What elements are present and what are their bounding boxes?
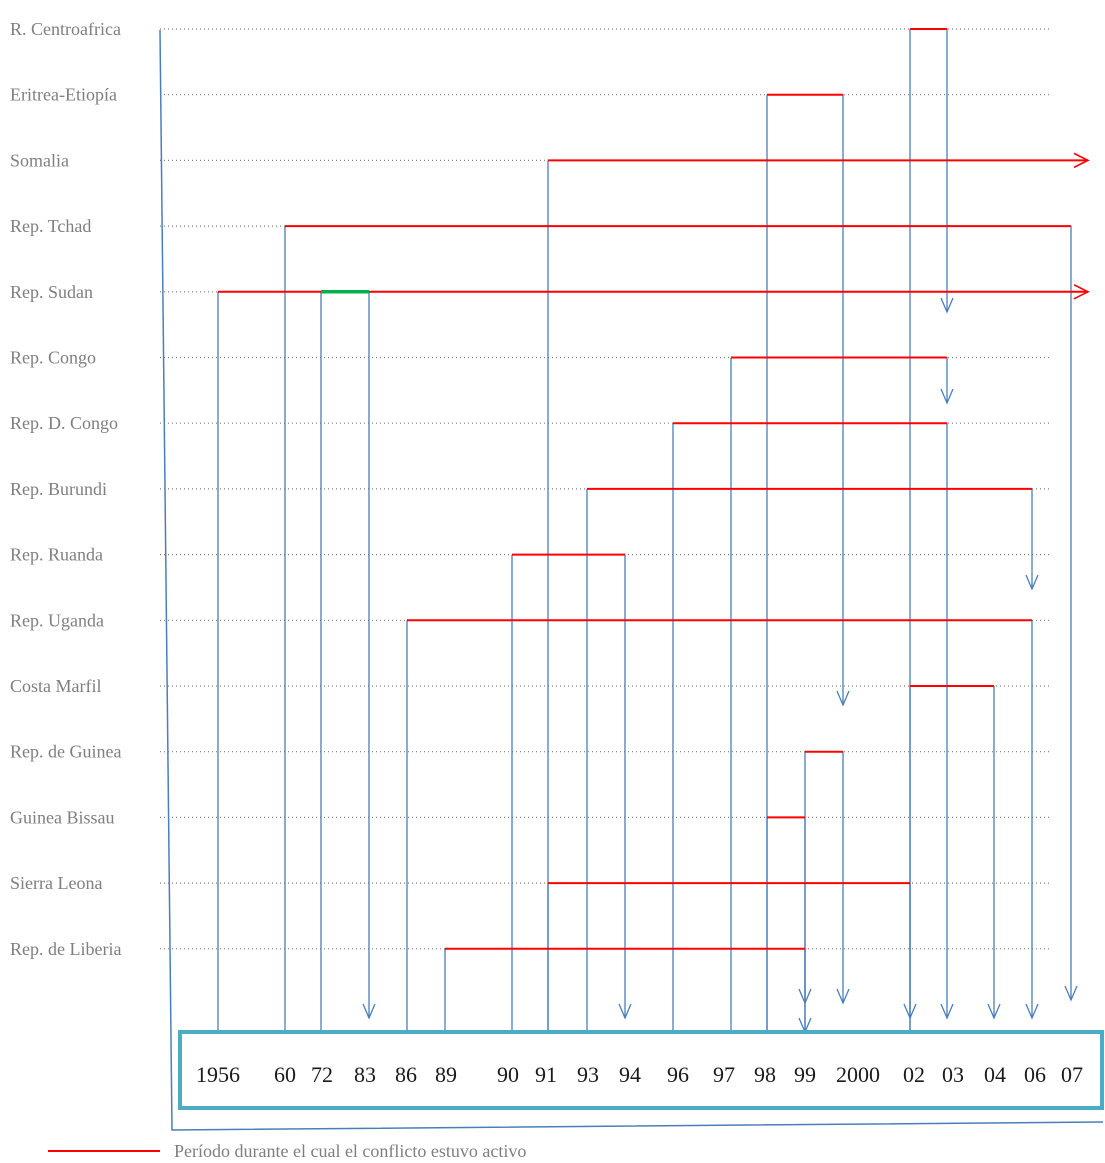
year-axis-labels: 1956 60 72 83 86 89 90 91 93 94 96 97 98 99 2000 02 03 04… (196, 1062, 1083, 1087)
country-label: Rep. Uganda (10, 610, 104, 630)
legend-text: Período durante el cual el conflicto est… (174, 1141, 526, 1161)
year-label: 90 (497, 1062, 519, 1087)
year-label: 97 (713, 1062, 735, 1087)
arrowhead-down (940, 1003, 954, 1020)
year-label: 04 (984, 1062, 1006, 1087)
arrowhead-down (836, 690, 850, 707)
country-label: Rep. Tchad (10, 216, 91, 236)
ongoing-arrowhead (1073, 152, 1090, 169)
year-label: 94 (619, 1062, 641, 1087)
country-label: Rep. Sudan (10, 282, 93, 302)
country-label: Rep. Congo (10, 348, 96, 368)
country-label: Rep. Ruanda (10, 545, 103, 565)
arrowhead-down (940, 297, 954, 314)
year-label: 89 (435, 1062, 457, 1087)
country-label: Eritrea-Etiopía (10, 85, 117, 105)
arrowhead-down (987, 1003, 1001, 1020)
year-label: 03 (942, 1062, 964, 1087)
year-label: 96 (667, 1062, 689, 1087)
year-label: 60 (274, 1062, 296, 1087)
arrowhead-down (1025, 1003, 1039, 1020)
year-label: 99 (794, 1062, 816, 1087)
arrowhead-down (362, 1003, 376, 1020)
year-label: 06 (1024, 1062, 1046, 1087)
year-label: 72 (311, 1062, 333, 1087)
year-label: 91 (535, 1062, 557, 1087)
country-labels: R. Centroafrica Eritrea-Etiopía Somalia Rep… (10, 19, 121, 959)
conflict-periods (218, 28, 1090, 950)
country-label: Costa Marfil (10, 676, 102, 696)
arrowhead-down (940, 388, 954, 405)
year-label: 83 (354, 1062, 376, 1087)
axis-bracket-line (159, 29, 1104, 1131)
country-label: Somalia (10, 150, 69, 170)
year-label: 98 (754, 1062, 776, 1087)
ongoing-arrowhead (1073, 284, 1090, 300)
arrowhead-down (1025, 574, 1039, 591)
year-label: 1956 (196, 1062, 240, 1087)
country-label: Rep. de Liberia (10, 939, 121, 959)
year-label: 86 (395, 1062, 417, 1087)
year-label: 02 (903, 1062, 925, 1087)
legend: Período durante el cual el conflicto est… (48, 1141, 526, 1161)
arrowhead-down (618, 1003, 632, 1020)
arrowhead-down (798, 988, 812, 1005)
year-label: 93 (577, 1062, 599, 1087)
country-label: Guinea Bissau (10, 807, 114, 827)
arrowhead-down (903, 1003, 917, 1020)
country-label: Sierra Leona (10, 873, 102, 893)
country-label: Rep. de Guinea (10, 742, 121, 762)
arrowhead-down (1064, 985, 1078, 1002)
country-label: Rep. Burundi (10, 479, 107, 499)
country-label: R. Centroafrica (10, 19, 121, 39)
arrowhead-down (836, 988, 850, 1005)
year-label: 07 (1061, 1062, 1083, 1087)
year-label: 2000 (836, 1062, 880, 1087)
country-label: Rep. D. Congo (10, 413, 118, 433)
year-axis-box (178, 1030, 1104, 1110)
year-connectors (217, 29, 1078, 1034)
